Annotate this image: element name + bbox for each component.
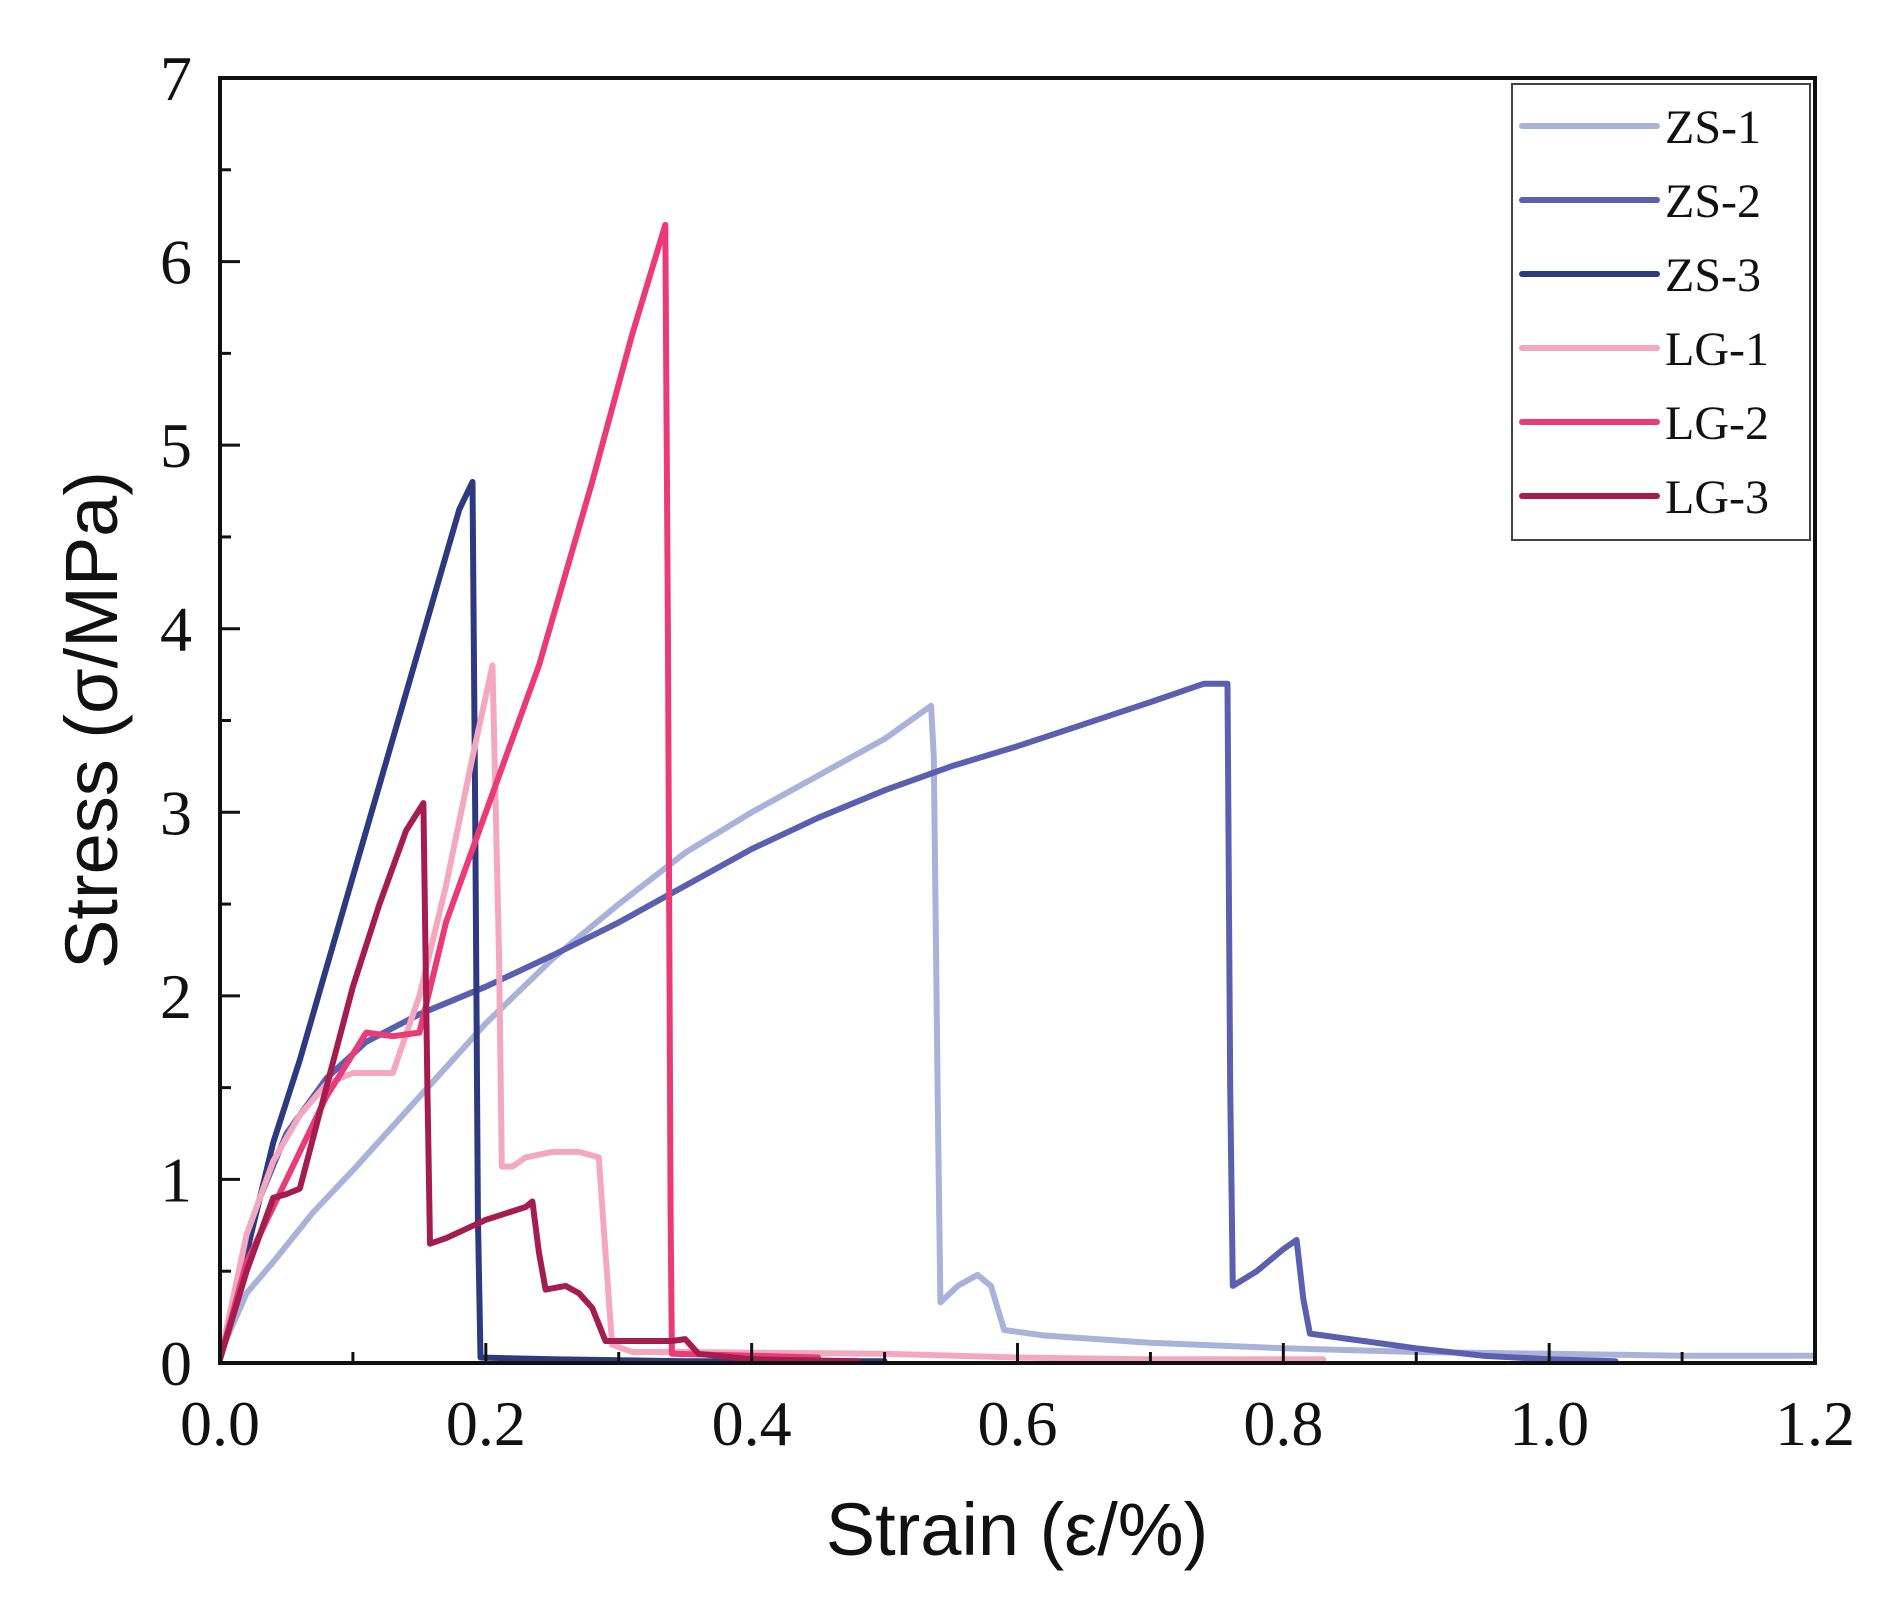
series-layer [220, 221, 1815, 1363]
y-tick-label: 0 [160, 1328, 192, 1399]
x-tick-label: 1.2 [1775, 1388, 1855, 1459]
x-tick-label: 0.8 [1243, 1388, 1323, 1459]
legend: ZS-1 ZS-2 ZS-3 LG-1 LG-2 LG-3 [1511, 83, 1811, 541]
legend-label-zs-2: ZS-2 [1665, 175, 1761, 228]
x-tick-label: 1.0 [1509, 1388, 1589, 1459]
y-tick-label: 1 [160, 1144, 192, 1215]
y-tick-label: 7 [160, 43, 192, 114]
x-tick-label: 0.6 [978, 1388, 1058, 1459]
y-axis-label: Stress (σ/MPa) [50, 471, 133, 969]
y-tick-label: 3 [160, 777, 192, 848]
y-tick-label: 6 [160, 227, 192, 298]
x-tick-label: 0.2 [446, 1388, 526, 1459]
series-line-lg-3 [220, 800, 861, 1363]
series-line-zs-2 [220, 680, 1619, 1363]
legend-label-lg-1: LG-1 [1665, 323, 1769, 376]
legend-label-lg-2: LG-2 [1665, 397, 1769, 450]
y-tick-label: 2 [160, 961, 192, 1032]
axis-ticks: 0 1 2 3 4 5 6 7 0.0 0.2 0.4 0.6 0.8 1.0 1.2 [160, 43, 1855, 1459]
legend-label-lg-3: LG-3 [1665, 471, 1769, 524]
legend-label-zs-1: ZS-1 [1665, 101, 1761, 154]
legend-label-zs-3: ZS-3 [1665, 249, 1761, 302]
series-line-zs-3 [220, 478, 888, 1363]
x-tick-label: 0.0 [180, 1388, 260, 1459]
x-axis-label: Strain (ε/%) [826, 1488, 1209, 1571]
y-tick-label: 4 [160, 594, 192, 665]
series-line-lg-2 [220, 221, 822, 1363]
series-line-zs-1 [220, 702, 1815, 1359]
y-tick-label: 5 [160, 410, 192, 481]
legend-box [1511, 83, 1811, 541]
x-tick-label: 0.4 [712, 1388, 792, 1459]
